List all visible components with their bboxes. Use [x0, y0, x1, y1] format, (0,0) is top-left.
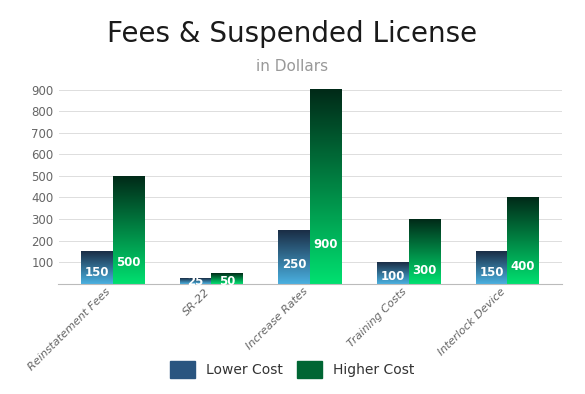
Text: Fees & Suspended License: Fees & Suspended License	[108, 20, 477, 48]
Text: 100: 100	[381, 269, 405, 282]
Text: 150: 150	[85, 266, 109, 279]
Text: 300: 300	[412, 264, 436, 277]
Text: 500: 500	[116, 256, 141, 269]
Text: 250: 250	[282, 258, 307, 271]
Text: 25: 25	[187, 275, 204, 288]
Text: 50: 50	[219, 275, 235, 288]
Text: 900: 900	[314, 238, 338, 251]
Text: 150: 150	[479, 266, 504, 279]
Text: in Dollars: in Dollars	[256, 59, 329, 74]
Text: 400: 400	[511, 260, 535, 273]
Legend: Lower Cost, Higher Cost: Lower Cost, Higher Cost	[165, 355, 420, 383]
